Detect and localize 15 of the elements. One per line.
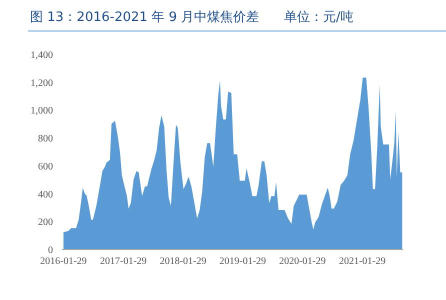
y-tick-label: 1,200	[30, 78, 53, 89]
x-tick-label: 2016-01-29	[40, 256, 87, 267]
y-tick-label: 1,000	[30, 106, 53, 117]
y-tick-label: 0	[48, 245, 53, 256]
y-tick-label: 1,400	[30, 50, 53, 61]
y-tick-label: 800	[38, 134, 53, 145]
x-tick-label: 2021-01-29	[338, 256, 386, 267]
x-tick-label: 2018-01-29	[160, 256, 206, 267]
x-tick-label: 2017-01-29	[100, 256, 147, 267]
x-tick-label: 2019-01-29	[219, 256, 266, 267]
y-tick-label: 400	[38, 189, 53, 200]
y-tick-label: 200	[38, 217, 53, 228]
y-tick-label: 600	[38, 161, 53, 172]
chart-title: 图 13：2016-2021 年 9 月中煤焦价差 单位：元/吨	[30, 10, 354, 25]
x-tick-label: 2020-01-29	[279, 256, 326, 267]
